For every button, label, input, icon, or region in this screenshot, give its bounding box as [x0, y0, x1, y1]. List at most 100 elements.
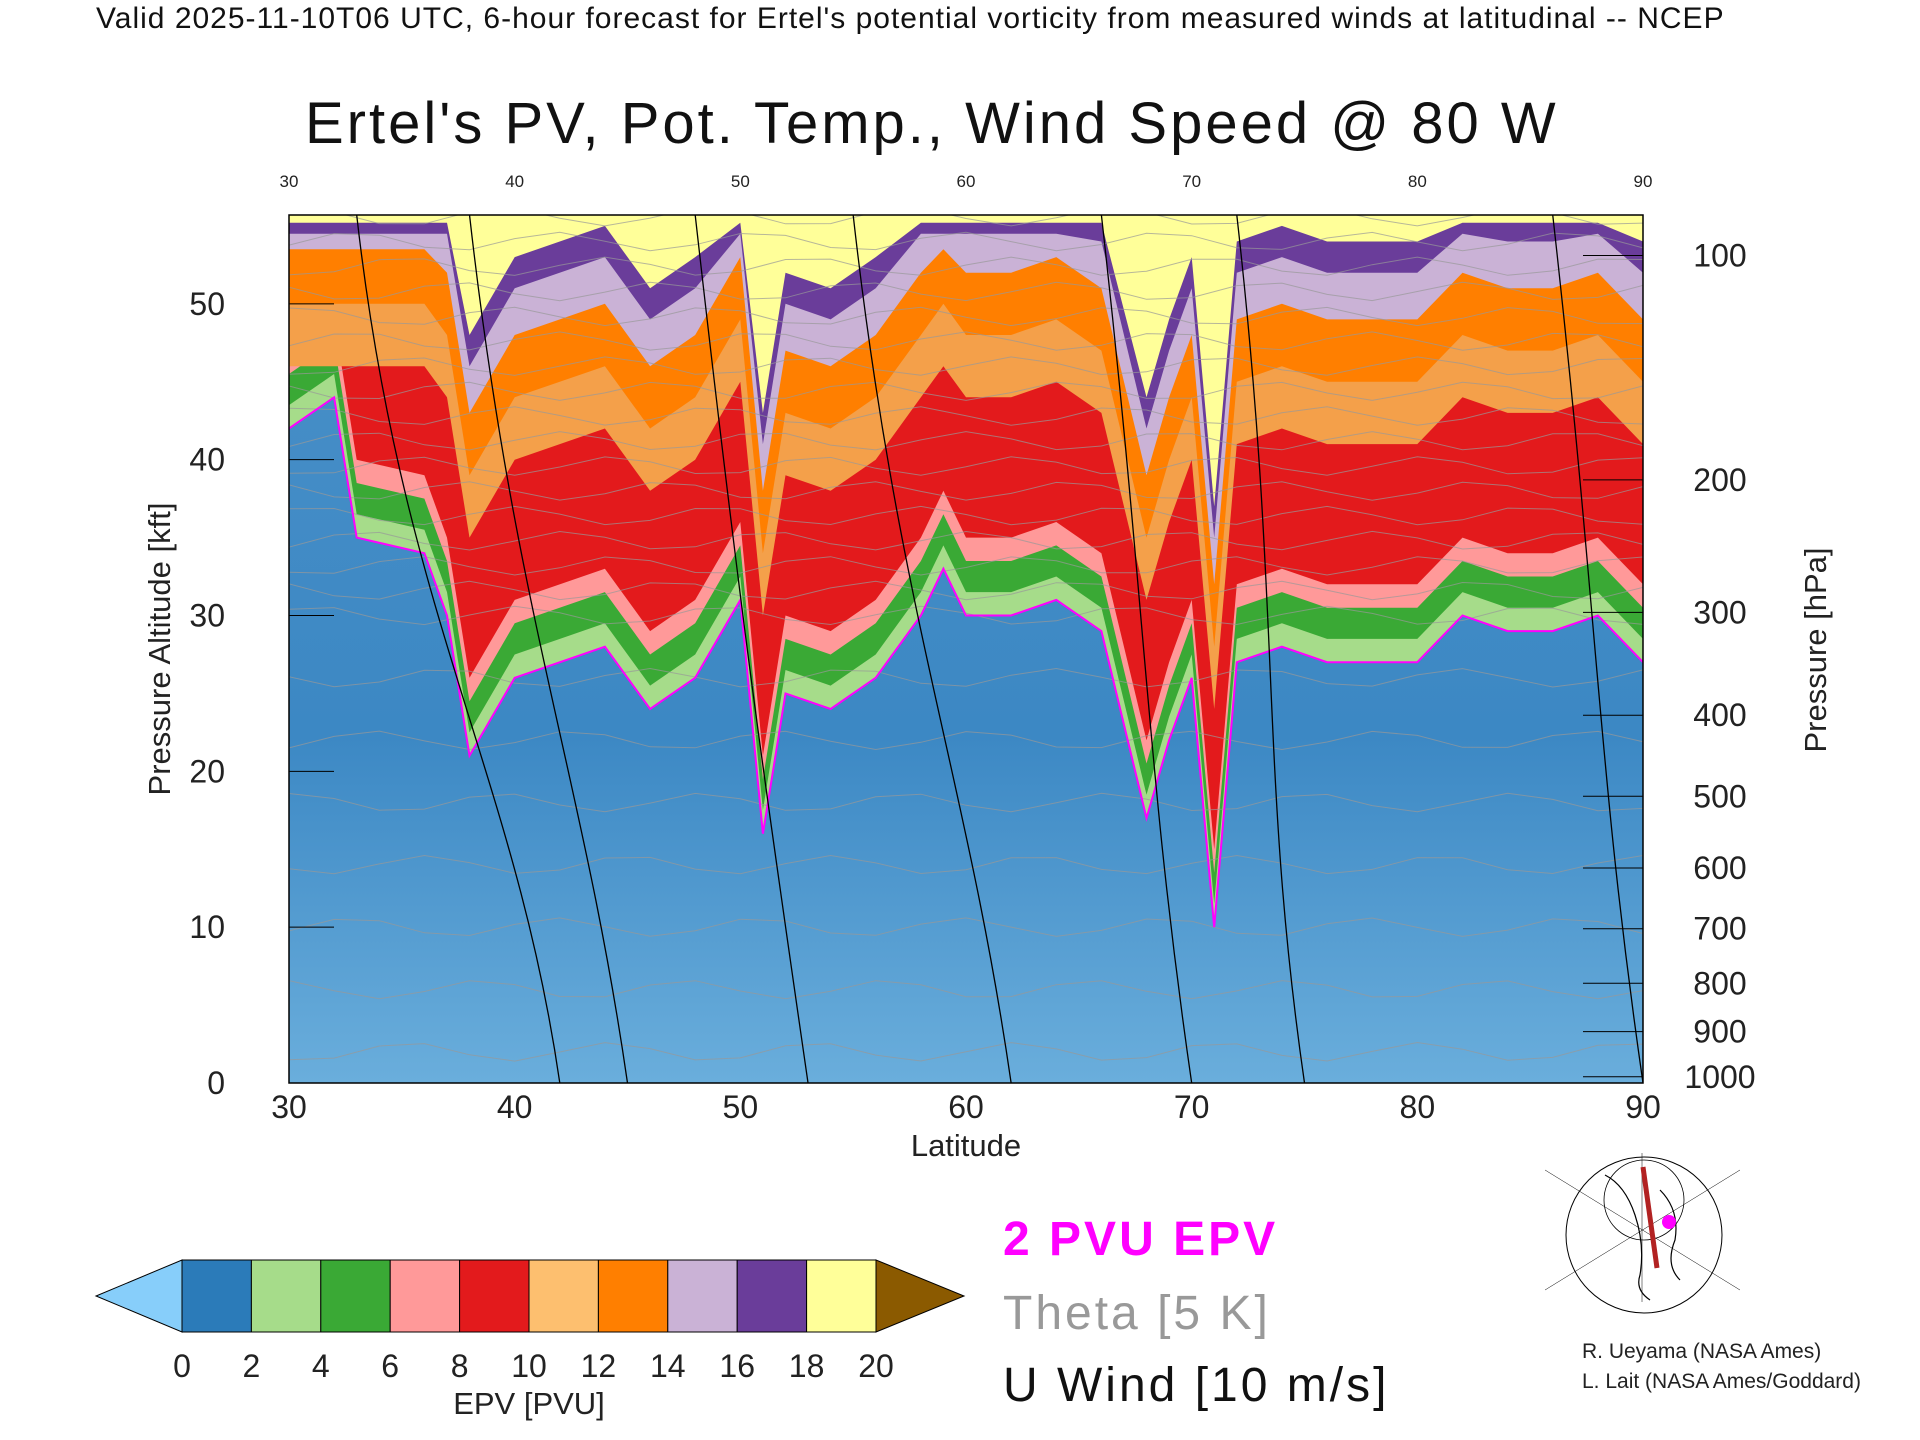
x-top-tick-label: 70	[1182, 172, 1201, 191]
pressure-tick-label: 600	[1693, 850, 1746, 886]
plot-frame	[288, 214, 1644, 1084]
colorbar-tick-label: 12	[581, 1348, 617, 1384]
map-coastlines	[1604, 1174, 1681, 1301]
colorbar-label: EPV [PVU]	[453, 1386, 605, 1421]
x-top-tick-label: 40	[505, 172, 524, 191]
colorbar-tick-label: 14	[650, 1348, 686, 1384]
u-wind-contour	[356, 215, 561, 1083]
colorbar-tick-label: 10	[511, 1348, 547, 1384]
colorbar-segment	[736, 1259, 808, 1333]
theta-contour	[289, 1041, 1643, 1062]
colorbar-segment	[181, 1259, 252, 1333]
y-axis-label: Pressure Altitude [kft]	[142, 503, 177, 796]
theta-contour	[289, 605, 1643, 626]
colorbar-tick-label: 2	[243, 1348, 261, 1384]
u-wind-contour	[694, 215, 809, 1083]
theta-contour	[289, 505, 1643, 526]
main-title: Ertel's PV, Pot. Temp., Wind Speed @ 80 …	[305, 91, 1559, 156]
theta-contour	[289, 580, 1643, 601]
colorbar: 0 2 4 6 8 10 12 14 16 18 20 EPV [PVU]	[94, 1259, 966, 1421]
theta-contour	[289, 792, 1643, 813]
colorbar-segment	[806, 1259, 877, 1333]
theta-contour	[289, 730, 1643, 751]
pressure-tick-label: 1000	[1684, 1059, 1755, 1095]
colorbar-tick-label: 18	[789, 1348, 825, 1384]
theta-contour	[289, 530, 1643, 551]
map-latitude-circle	[1565, 1156, 1723, 1314]
y-tick-label: 40	[189, 442, 225, 478]
colorbar-tick-label: 0	[173, 1348, 191, 1384]
x-top-tick-label: 30	[280, 172, 299, 191]
theta-contour	[289, 431, 1643, 451]
x-tick-label: 60	[948, 1089, 984, 1125]
theta-contour	[289, 331, 1643, 351]
x-tick-label: 70	[1174, 1089, 1210, 1125]
theta-contour	[344, 215, 1643, 227]
pressure-tick-label: 700	[1693, 911, 1746, 947]
x-tick-label: 90	[1625, 1089, 1661, 1125]
x-tick-label: 50	[723, 1089, 759, 1125]
colorbar-tick-label: 8	[451, 1348, 469, 1384]
legend-wind: U Wind [10 m/s]	[1003, 1359, 1390, 1412]
locator-map	[1542, 1153, 1741, 1314]
theta-contour	[289, 306, 1643, 327]
theta-contour	[289, 456, 1643, 476]
colorbar-segment	[667, 1259, 738, 1333]
map-section-line	[1640, 1166, 1660, 1269]
u-wind-contour	[1552, 215, 1643, 1083]
colorbar-segment	[389, 1259, 461, 1333]
colorbar-segment	[320, 1259, 391, 1333]
y-tick-label: 10	[189, 909, 225, 945]
epv-field	[289, 215, 1643, 1083]
map-latitude-circle	[1603, 1159, 1685, 1241]
theta-contour	[289, 356, 1643, 376]
pressure-tick-label: 300	[1693, 594, 1746, 630]
colorbar-over-triangle	[875, 1259, 966, 1333]
colorbar-segment	[597, 1259, 669, 1333]
credit-1: R. Ueyama (NASA Ames)	[1582, 1340, 1822, 1363]
y-tick-label: 30	[189, 597, 225, 633]
y-tick-label: 50	[189, 286, 225, 322]
x-top-tick-label: 90	[1634, 172, 1653, 191]
u-wind-contour	[1100, 215, 1193, 1083]
x-tick-label: 80	[1400, 1089, 1436, 1125]
pv-2pvu-contour	[289, 395, 1643, 928]
legend-pv: 2 PVU EPV	[1003, 1213, 1279, 1266]
theta-contour	[289, 481, 1643, 501]
theta-contour	[289, 667, 1643, 688]
legend-theta: Theta [5 K]	[1003, 1287, 1271, 1340]
pressure-tick-label: 900	[1693, 1014, 1746, 1050]
colorbar-tick-label: 6	[381, 1348, 399, 1384]
colorbar-under-triangle	[94, 1259, 183, 1333]
pressure-tick-label: 400	[1693, 697, 1746, 733]
theta-contour	[289, 256, 1643, 276]
pressure-tick-label: 200	[1693, 462, 1746, 498]
theta-contour	[289, 854, 1643, 875]
theta-contour	[289, 980, 1643, 1000]
colorbar-tick-label: 20	[858, 1348, 894, 1384]
x-top-tick-label: 50	[731, 172, 750, 191]
map-location-dot	[1662, 1215, 1676, 1229]
pressure-tick-label: 800	[1693, 965, 1746, 1001]
theta-contour	[289, 231, 1643, 252]
theta-contour	[289, 917, 1643, 937]
pv-band-14-16	[289, 215, 1643, 585]
colorbar-segment	[250, 1259, 322, 1333]
top-title: Valid 2025-11-10T06 UTC, 6-hour forecast…	[96, 2, 1725, 35]
x-axis-label: Latitude	[911, 1128, 1021, 1163]
y-tick-label: 0	[207, 1065, 225, 1101]
x-tick-label: 40	[497, 1089, 533, 1125]
u-wind-contour	[852, 215, 1012, 1083]
colorbar-segment	[459, 1259, 530, 1333]
y2-axis-label: Pressure [hPa]	[1798, 547, 1833, 752]
colorbar-segment	[528, 1259, 599, 1333]
credit-2: L. Lait (NASA Ames/Goddard)	[1582, 1370, 1861, 1393]
pressure-tick-label: 100	[1693, 238, 1746, 274]
u-wind-contour	[1236, 215, 1306, 1083]
colorbar-tick-label: 4	[312, 1348, 330, 1384]
theta-contour	[289, 281, 1643, 302]
theta-contour	[289, 556, 1643, 576]
pressure-tick-label: 500	[1693, 778, 1746, 814]
x-top-tick-label: 60	[957, 172, 976, 191]
